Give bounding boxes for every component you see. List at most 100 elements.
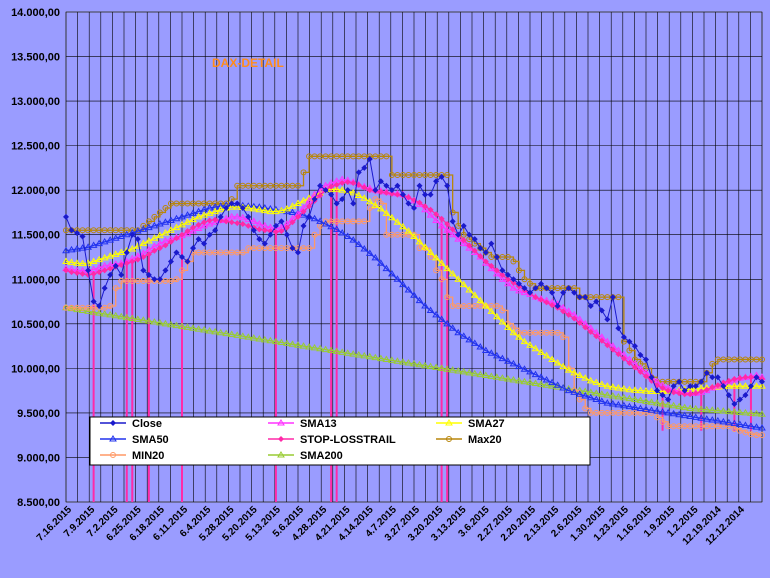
data-point xyxy=(328,153,335,160)
data-point xyxy=(470,291,479,298)
data-point xyxy=(217,213,224,220)
data-point xyxy=(642,387,650,394)
data-point xyxy=(647,398,656,405)
data-point xyxy=(300,245,307,252)
y-tick-label: 9.500,00 xyxy=(17,408,60,420)
legend-item-sma200: SMA200 xyxy=(268,450,343,462)
data-point xyxy=(598,337,605,344)
data-point xyxy=(592,389,601,396)
y-tick-label: 13.000,00 xyxy=(11,96,60,108)
data-point xyxy=(288,340,297,347)
data-point xyxy=(377,153,384,160)
data-point xyxy=(260,206,269,214)
data-point xyxy=(233,203,242,210)
data-point xyxy=(647,387,656,395)
data-point xyxy=(620,393,628,401)
data-point xyxy=(328,183,335,190)
data-point xyxy=(731,425,738,432)
data-point xyxy=(206,249,213,256)
data-point xyxy=(162,267,169,274)
data-point xyxy=(653,407,661,414)
data-point xyxy=(227,330,236,338)
data-point xyxy=(416,199,423,206)
data-point xyxy=(504,357,512,364)
legend-box xyxy=(89,416,591,466)
data-point xyxy=(150,221,159,229)
data-point xyxy=(520,365,529,372)
y-tick-label: 14.000,00 xyxy=(11,7,60,19)
data-point xyxy=(106,252,115,259)
data-point xyxy=(481,302,490,309)
data-point xyxy=(549,329,556,336)
data-point xyxy=(565,285,572,292)
data-point xyxy=(680,403,689,411)
data-point xyxy=(250,182,257,189)
data-point xyxy=(675,402,684,410)
data-point xyxy=(361,218,368,225)
data-point xyxy=(487,307,496,314)
data-point xyxy=(487,264,496,272)
data-point xyxy=(68,227,75,234)
data-point xyxy=(615,294,622,301)
data-point xyxy=(245,222,252,229)
data-point xyxy=(421,243,429,250)
data-point xyxy=(730,408,739,415)
data-point xyxy=(162,278,169,285)
data-point xyxy=(212,216,219,223)
data-point xyxy=(742,392,749,399)
data-point xyxy=(747,383,754,390)
data-point xyxy=(659,378,666,385)
data-point xyxy=(234,200,241,207)
data-point xyxy=(626,360,633,367)
data-point xyxy=(173,249,180,256)
data-point xyxy=(333,218,340,225)
data-point xyxy=(79,304,86,311)
data-point xyxy=(332,185,341,192)
data-point xyxy=(399,222,407,230)
data-point xyxy=(151,213,158,220)
data-point xyxy=(753,432,760,439)
data-point xyxy=(283,245,290,252)
data-point xyxy=(388,190,395,197)
data-point xyxy=(493,254,500,260)
data-point xyxy=(620,409,627,416)
y-tick-label: 9.000,00 xyxy=(17,452,60,464)
data-point xyxy=(609,294,616,301)
data-point xyxy=(709,374,716,381)
data-point xyxy=(504,254,511,260)
data-point xyxy=(172,223,181,231)
data-point xyxy=(295,249,301,256)
data-point xyxy=(459,280,468,288)
data-point xyxy=(741,408,750,416)
data-point xyxy=(548,355,556,362)
data-point xyxy=(278,436,284,442)
data-point xyxy=(184,200,191,207)
data-point xyxy=(515,286,523,294)
data-point xyxy=(167,216,175,223)
y-tick-label: 12.000,00 xyxy=(11,185,60,197)
data-point xyxy=(190,224,197,231)
data-point xyxy=(703,369,710,376)
data-point xyxy=(543,329,550,336)
data-point xyxy=(321,220,330,227)
data-point xyxy=(445,419,453,426)
data-point xyxy=(161,218,170,225)
data-point xyxy=(145,251,152,258)
data-point xyxy=(747,422,755,429)
data-point xyxy=(133,315,142,322)
data-point xyxy=(129,231,136,238)
data-point xyxy=(415,296,424,304)
data-point xyxy=(283,339,291,346)
data-point xyxy=(216,205,225,213)
data-point xyxy=(354,351,363,358)
data-point xyxy=(449,218,456,225)
data-point xyxy=(531,344,540,352)
data-point xyxy=(178,220,186,228)
data-point xyxy=(289,182,296,189)
data-point xyxy=(725,356,732,363)
data-point xyxy=(703,386,710,393)
data-point xyxy=(504,375,512,382)
data-point xyxy=(509,375,518,383)
data-point xyxy=(443,226,452,233)
data-point xyxy=(724,407,733,415)
